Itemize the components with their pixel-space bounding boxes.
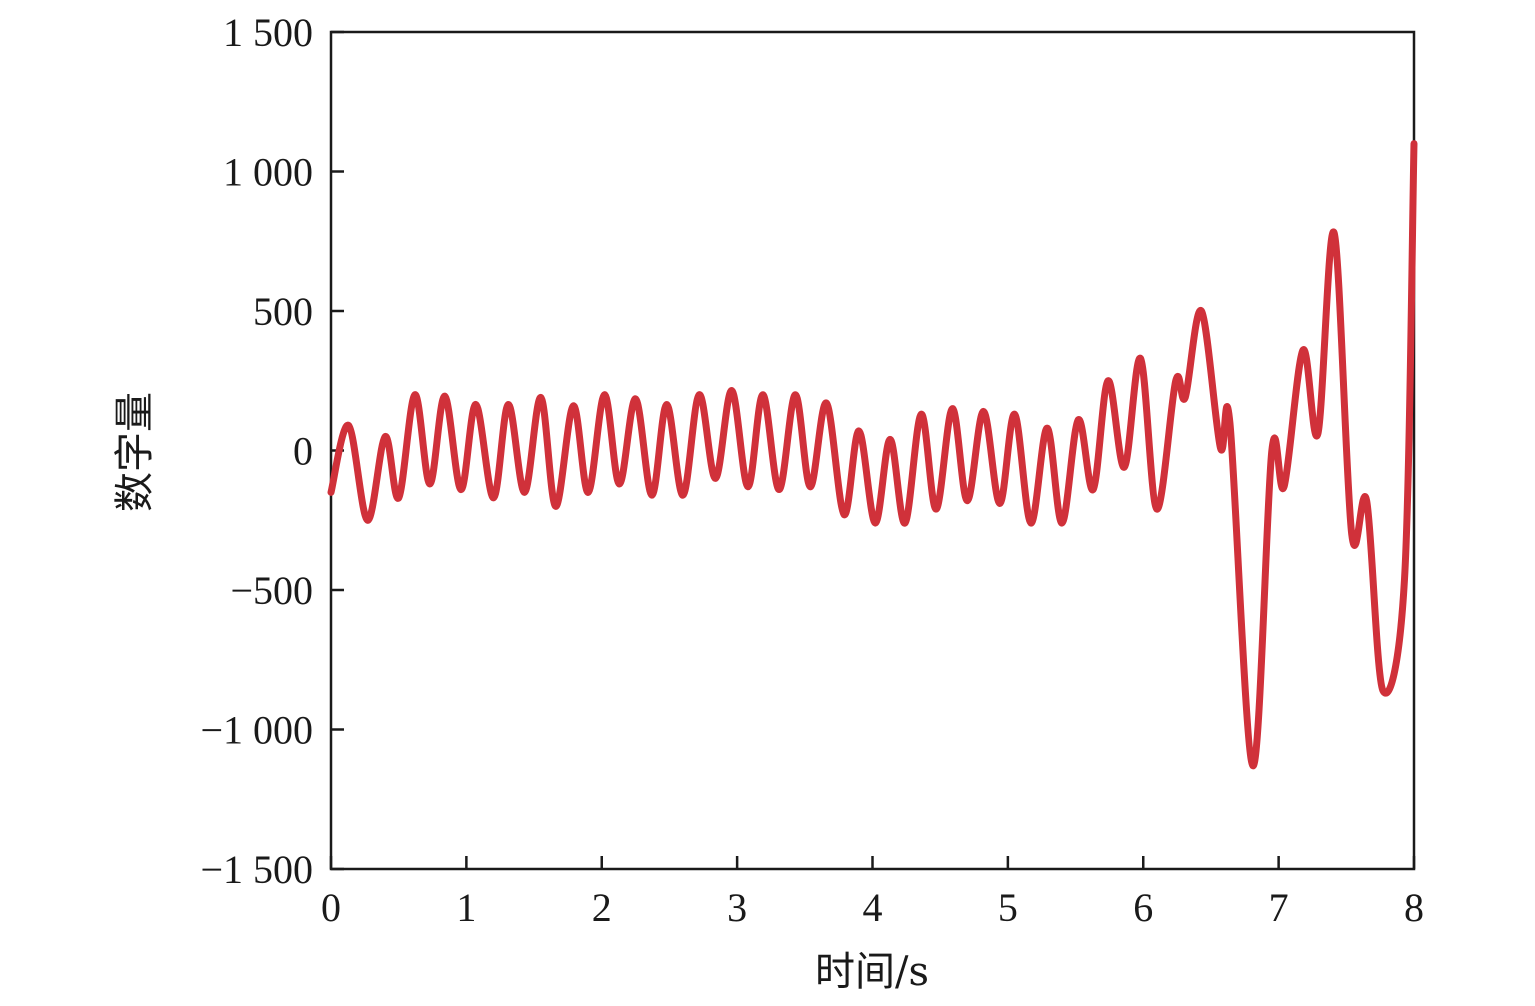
x-tick-label: 0 xyxy=(321,885,341,930)
y-tick-label: −500 xyxy=(230,568,313,613)
tick-labels: 0 1 2 3 4 5 6 7 8 −1 500 −1 000 −500 0 500 1 000 1 500 xyxy=(200,10,1424,930)
series-line xyxy=(327,140,1418,770)
y-tick-label: −1 500 xyxy=(200,847,313,892)
y-tick-label: 500 xyxy=(253,289,313,334)
y-axis-title: 数字量 xyxy=(112,392,158,512)
x-tick-label: 4 xyxy=(863,885,883,930)
x-tick-label: 6 xyxy=(1133,885,1153,930)
x-axis-title: 时间/s xyxy=(815,949,929,995)
y-tick-label: 1 500 xyxy=(223,10,313,55)
x-tick-label: 2 xyxy=(592,885,612,930)
x-tick-label: 8 xyxy=(1404,885,1424,930)
y-tick-label: 0 xyxy=(293,429,313,474)
x-tick-label: 3 xyxy=(727,885,747,930)
x-tick-label: 1 xyxy=(456,885,476,930)
y-tick-label: −1 000 xyxy=(200,708,313,753)
x-tick-label: 5 xyxy=(998,885,1018,930)
x-tick-label: 7 xyxy=(1269,885,1289,930)
y-tick-label: 1 000 xyxy=(223,150,313,195)
